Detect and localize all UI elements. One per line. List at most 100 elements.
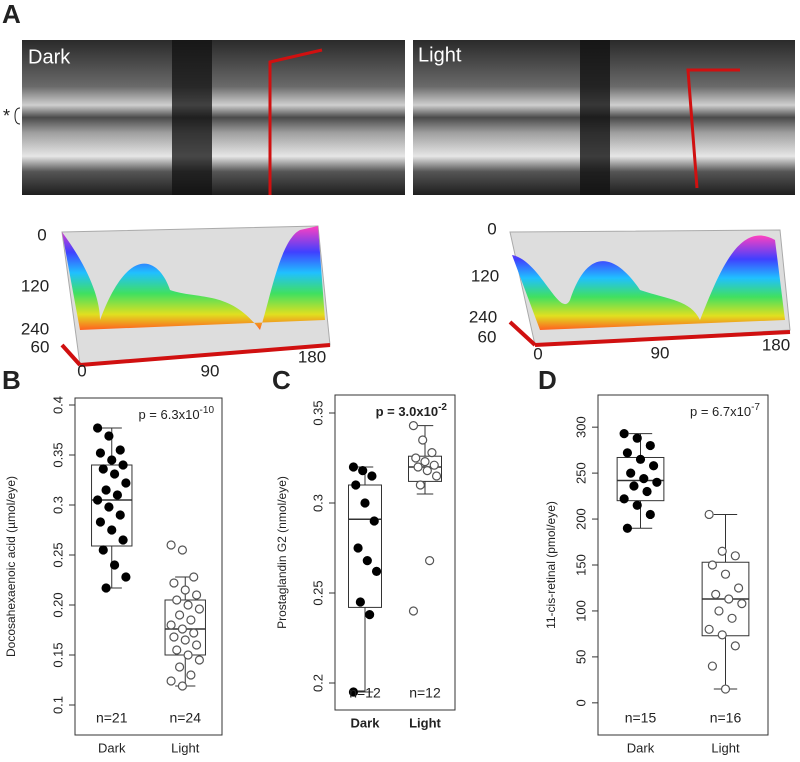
- data-point: [180, 635, 190, 645]
- data-point: [101, 485, 111, 495]
- data-point: [95, 517, 106, 527]
- surface-tick-label: 0: [487, 219, 496, 238]
- data-point: [194, 655, 204, 665]
- data-point: [101, 583, 111, 593]
- data-point: [619, 494, 629, 504]
- data-point: [648, 461, 659, 471]
- y-tick-label: 0.25: [310, 580, 325, 605]
- annotation-exponent: -2: [438, 402, 447, 413]
- axis-line: [79, 343, 331, 367]
- axis-line: [60, 343, 82, 367]
- y-tick-label: 0.20: [50, 592, 65, 617]
- data-point: [177, 624, 188, 634]
- data-point: [104, 502, 114, 512]
- data-point: [93, 495, 103, 505]
- x-tick-label: Light: [711, 740, 740, 755]
- annotation-text: p = 6.7x10: [690, 404, 751, 419]
- y-tick-label: 0: [573, 699, 588, 706]
- x-tick-label: Dark: [98, 740, 126, 755]
- data-point: [642, 486, 652, 497]
- data-point: [724, 594, 734, 604]
- data-point: [348, 687, 359, 697]
- asterisk: *: [3, 106, 10, 126]
- data-point: [629, 481, 639, 491]
- data-point: [183, 600, 193, 610]
- data-point: [358, 466, 368, 476]
- red-marker: [268, 48, 323, 195]
- n-label: n=15: [625, 710, 657, 726]
- data-point: [353, 543, 363, 553]
- data-point: [95, 448, 106, 458]
- red-marker: [686, 68, 740, 189]
- data-point: [626, 468, 636, 478]
- annotation-text: p = 6.3x10: [138, 407, 199, 422]
- data-point: [619, 428, 629, 439]
- data-point: [121, 478, 131, 488]
- y-tick-label: 50: [573, 650, 588, 664]
- data-point: [408, 606, 419, 616]
- y-tick-label: 250: [573, 462, 588, 484]
- y-tick-label: 0.2: [310, 674, 325, 692]
- data-point: [351, 480, 361, 490]
- data-point: [707, 661, 718, 671]
- data-point: [422, 466, 432, 476]
- data-point: [408, 421, 419, 431]
- data-point: [112, 490, 123, 500]
- data-point: [172, 645, 182, 655]
- data-point: [622, 448, 633, 458]
- data-point: [166, 540, 176, 550]
- data-point: [183, 650, 193, 660]
- surface-tick-label: 240: [21, 319, 49, 338]
- data-point: [362, 555, 372, 566]
- y-tick-label: 300: [573, 416, 588, 438]
- data-point: [371, 566, 382, 577]
- panel-letter: A: [2, 0, 21, 29]
- data-point: [98, 464, 108, 474]
- data-point: [714, 606, 724, 616]
- panel-letter: D: [538, 365, 557, 395]
- y-tick-label: 100: [573, 600, 588, 622]
- data-point: [737, 598, 747, 609]
- box: [91, 464, 133, 547]
- axis-line: [534, 330, 791, 347]
- data-point: [191, 590, 202, 600]
- y-tick-label: 0.1: [50, 696, 65, 714]
- plot-frame: [597, 394, 769, 736]
- data-point: [730, 551, 740, 561]
- data-point: [115, 510, 125, 520]
- y-axis-label: 11-cis-retinal (pmol/eye): [544, 501, 558, 629]
- data-point: [118, 460, 128, 470]
- y-tick-label: 0.35: [50, 442, 65, 467]
- plot-frame: [334, 394, 456, 711]
- y-axis-label: Docosahexaenoic acid (µmol/eye): [4, 476, 18, 657]
- data-point: [189, 572, 199, 582]
- surface-tick-label: 240: [469, 307, 497, 326]
- data-point: [369, 516, 379, 526]
- surface-tick-label: 180: [762, 335, 790, 354]
- data-point: [704, 624, 714, 634]
- y-tick-label: 150: [573, 554, 588, 576]
- data-point: [707, 560, 718, 570]
- data-point: [98, 545, 108, 555]
- data-point: [174, 610, 185, 620]
- oct-image: [22, 40, 405, 195]
- data-point: [180, 585, 190, 595]
- data-point: [418, 435, 428, 445]
- y-tick-label: 0.3: [50, 496, 65, 514]
- data-point: [704, 509, 714, 520]
- image-label: Light: [418, 44, 462, 66]
- data-point: [730, 641, 740, 651]
- annotation: p = 3.0x10-2: [376, 402, 448, 420]
- data-point: [429, 460, 439, 470]
- data-point: [172, 595, 182, 605]
- brace: [14, 107, 21, 125]
- surface-tick-label: 60: [478, 327, 497, 346]
- data-point: [174, 662, 185, 672]
- annotation-exponent: -7: [751, 402, 760, 413]
- data-point: [109, 560, 120, 570]
- y-axis-label: Prostaglandin G2 (nmol/eye): [275, 476, 289, 629]
- data-point: [420, 457, 430, 467]
- data-point: [93, 423, 103, 433]
- data-point: [632, 500, 642, 510]
- n-label: n=12: [349, 685, 381, 701]
